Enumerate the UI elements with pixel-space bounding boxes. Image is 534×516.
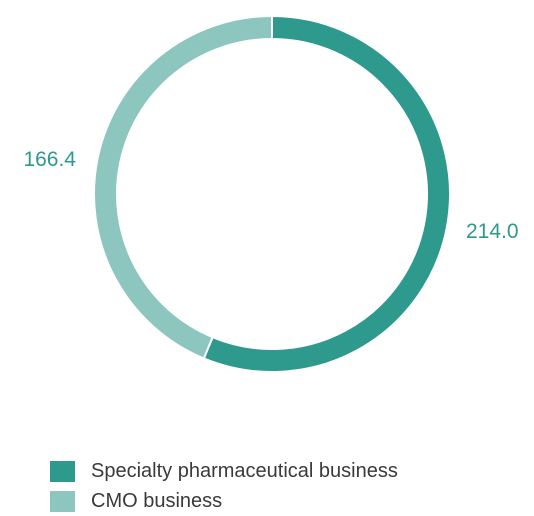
donut-chart: 214.0 166.4 (23, 14, 519, 373)
value-label-specialty: 214.0 (466, 220, 519, 243)
legend-item-cmo: CMO business (50, 486, 530, 516)
legend-label-cmo: CMO business (91, 489, 223, 512)
value-label-cmo: 166.4 (23, 148, 76, 171)
legend: Specialty pharmaceutical business CMO bu… (50, 456, 530, 516)
legend-item-specialty: Specialty pharmaceutical business (50, 456, 530, 486)
donut-slice-cmo (93, 14, 273, 360)
donut-slice-specialty (202, 14, 451, 373)
legend-swatch-specialty (50, 460, 75, 482)
legend-label-specialty: Specialty pharmaceutical business (91, 459, 398, 482)
legend-swatch-cmo (50, 490, 75, 512)
